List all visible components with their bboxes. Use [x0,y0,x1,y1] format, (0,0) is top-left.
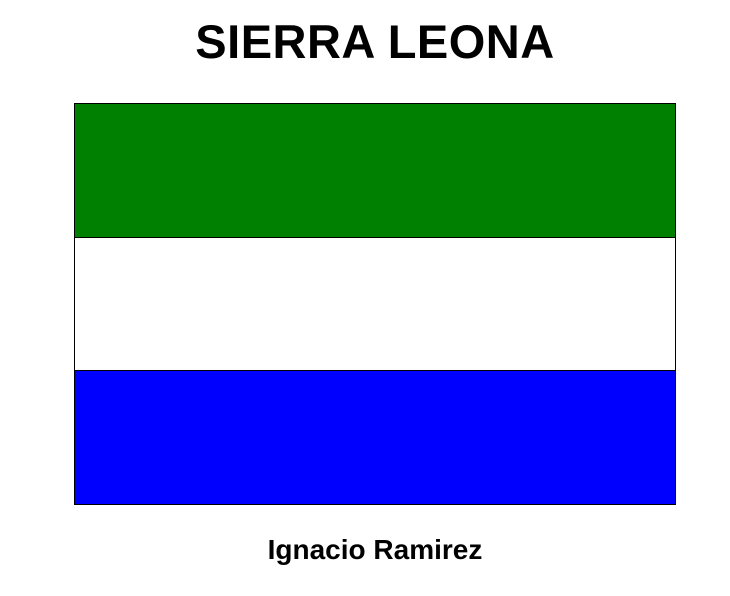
author-name: Ignacio Ramirez [267,534,483,565]
sierra-leone-flag [74,103,676,505]
flag-stripe-blue [75,371,675,504]
flag-stripe-white [75,238,675,371]
flag-stripe-green [75,104,675,238]
page-title: SIERRA LEONA [195,15,555,68]
